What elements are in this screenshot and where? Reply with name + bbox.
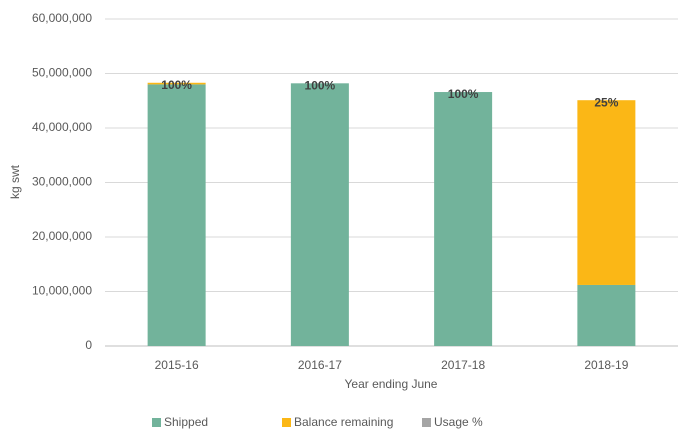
y-tick-label: 20,000,000 [32,229,92,243]
y-tick-label: 0 [85,338,92,352]
data-label: 100% [305,78,336,92]
legend-swatch [152,418,161,427]
x-axis-title: Year ending June [345,377,438,391]
bar-segment [290,83,349,346]
bar-segment [147,82,206,85]
data-label: 25% [594,95,618,109]
legend-label: Shipped [164,415,208,429]
y-tick-label: 50,000,000 [32,66,92,80]
x-tick-label: 2018-19 [584,358,628,372]
data-label: 100% [161,78,192,92]
bar-segment [577,100,636,285]
legend-swatch [422,418,431,427]
y-tick-label: 40,000,000 [32,120,92,134]
x-tick-label: 2015-16 [155,358,199,372]
y-tick-label: 30,000,000 [32,175,92,189]
legend-label: Usage % [434,415,483,429]
bar-segment [434,92,493,346]
y-tick-label: 60,000,000 [32,11,92,25]
legend-label: Balance remaining [294,415,393,429]
x-tick-label: 2017-18 [441,358,485,372]
y-tick-label: 10,000,000 [32,284,92,298]
bar-segment [577,284,636,346]
legend-swatch [282,418,291,427]
data-label: 100% [448,87,479,101]
y-axis-title: kg swt [8,164,22,199]
x-tick-label: 2016-17 [298,358,342,372]
bar-segment [147,84,206,347]
